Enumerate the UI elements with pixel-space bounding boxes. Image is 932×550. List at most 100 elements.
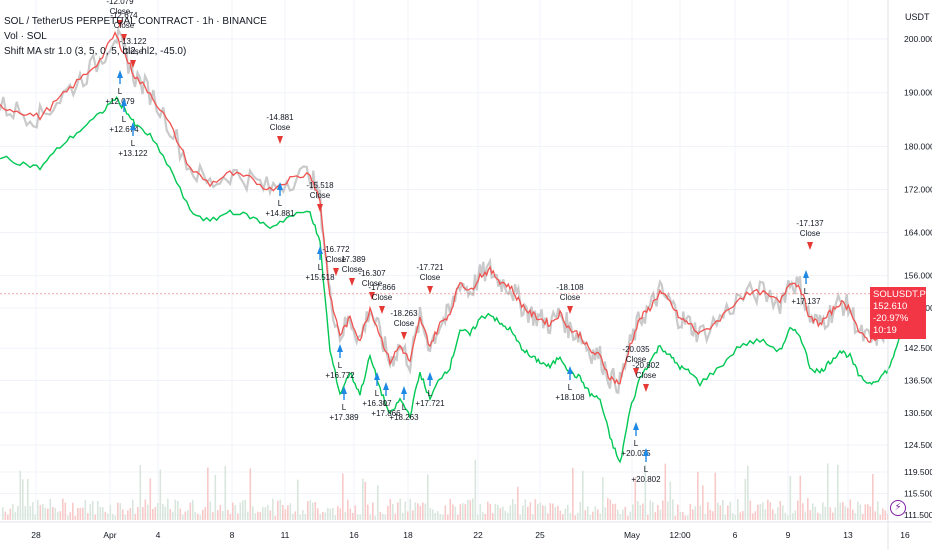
volume-bar: [709, 509, 712, 520]
volume-bar: [757, 504, 759, 520]
volume-bar: [672, 499, 674, 520]
close-trade-sublabel: Close: [342, 265, 363, 274]
volume-bar: [74, 515, 77, 520]
close-arrow-icon: [401, 332, 407, 340]
close-trade-sublabel: Close: [310, 191, 331, 200]
volume-bar: [647, 514, 649, 520]
long-arrow-icon: [374, 372, 380, 380]
volume-bar: [682, 512, 684, 520]
volume-bar: [292, 513, 294, 520]
long-arrow-icon: [803, 270, 809, 278]
close-trade-label: -14.881: [266, 113, 294, 122]
volume-bar: [39, 505, 42, 520]
volume-bar: [87, 513, 89, 520]
volume-bar: [809, 510, 812, 520]
volume-bar: [494, 503, 497, 520]
volume-bar: [562, 514, 564, 520]
volume-bar: [92, 501, 94, 520]
volume-bar: [307, 501, 309, 520]
volume-bar: [617, 509, 619, 520]
volume-bar: [454, 506, 457, 520]
long-trade-sublabel: L: [568, 383, 573, 392]
close-trade-sublabel: Close: [372, 293, 393, 302]
close-trade-label: -18.263: [390, 309, 418, 318]
volume-bar: [514, 504, 517, 520]
volume-bar: [459, 504, 462, 520]
volume-bar: [667, 501, 669, 520]
volume-bar: [457, 514, 459, 520]
volume-bar: [7, 514, 9, 520]
volume-bar: [272, 498, 274, 520]
time-tick-label: May: [624, 530, 641, 540]
volume-bar: [192, 499, 194, 520]
close-trade-sublabel: Close: [114, 21, 135, 30]
volume-bar: [487, 501, 489, 520]
volume-indicator-label[interactable]: Vol · SOL: [4, 31, 47, 42]
volume-bar: [412, 510, 414, 520]
volume-bar: [719, 505, 722, 520]
volume-bar: [544, 505, 547, 520]
volume-bar: [424, 503, 427, 520]
volume-bar: [664, 463, 667, 520]
close-trade-sublabel: Close: [123, 47, 144, 56]
volume-bar: [507, 512, 509, 520]
volume-bar: [859, 504, 862, 520]
long-arrow-icon: [121, 98, 127, 106]
volume-bar: [322, 511, 324, 520]
volume-bar: [607, 498, 609, 520]
volume-bar: [314, 501, 317, 520]
volume-bar: [877, 501, 879, 520]
volume-bar: [357, 514, 359, 520]
volume-bar: [222, 511, 224, 520]
volume-bar: [862, 513, 864, 520]
volume-bar: [309, 499, 312, 520]
volume-bar: [22, 479, 24, 520]
volume-bar: [554, 506, 557, 520]
volume-bar: [299, 514, 302, 520]
volume-bar: [492, 513, 494, 520]
volume-bar: [372, 502, 374, 520]
time-axis[interactable]: 28 Apr 4 8 11 16 18 22 25 May 12:00 6 9 13 16: [0, 521, 932, 540]
long-trade-label: +18.263: [389, 413, 419, 422]
volume-bar: [769, 502, 772, 520]
volume-bar: [849, 499, 852, 520]
volume-bar: [609, 499, 612, 520]
volume-bar: [407, 511, 409, 520]
close-arrow-icon: [117, 20, 123, 28]
volume-bar: [157, 503, 159, 520]
volume-bar: [194, 511, 197, 520]
symbol-title[interactable]: SOL / TetherUS PERPETUAL CONTRACT · 1h ·…: [4, 16, 267, 27]
volume-bar: [219, 504, 222, 520]
volume-bar: [269, 510, 272, 520]
volume-bar: [422, 502, 424, 520]
strategy-indicator-label[interactable]: Shift MA str 1.0 (3, 5, 0, 5, hl2, hl2, …: [4, 46, 187, 57]
volume-bar: [692, 509, 694, 520]
volume-bar: [339, 508, 342, 520]
volume-bar: [349, 508, 352, 520]
volume-bar: [659, 509, 662, 520]
tradingview-logo-icon[interactable]: ⚡: [890, 500, 906, 516]
close-arrow-icon: [121, 34, 127, 42]
volume-bar: [167, 498, 169, 520]
time-tick-label: 28: [31, 530, 41, 540]
volume-bar: [447, 514, 449, 520]
volume-bar: [819, 513, 822, 520]
volume-bar: [612, 503, 614, 520]
volume-bar: [234, 505, 237, 520]
volume-bar: [259, 512, 262, 520]
volume-bar: [19, 470, 22, 520]
volume-bar: [712, 511, 714, 520]
volume-bar: [874, 511, 877, 520]
volume-bar: [649, 500, 652, 520]
price-tick-label: 172.000: [904, 185, 932, 195]
volume-bar: [854, 512, 857, 520]
volume-bar: [54, 507, 57, 520]
volume-bar: [127, 510, 129, 520]
volume-bar: [532, 514, 534, 520]
volume-bar: [834, 507, 837, 520]
volume-bar: [642, 503, 644, 520]
price-axis[interactable]: 200.000 190.000 180.000 172.000 164.000 156.0…: [887, 0, 932, 550]
volume-bar: [12, 504, 14, 520]
close-arrow-icon: [643, 384, 649, 392]
